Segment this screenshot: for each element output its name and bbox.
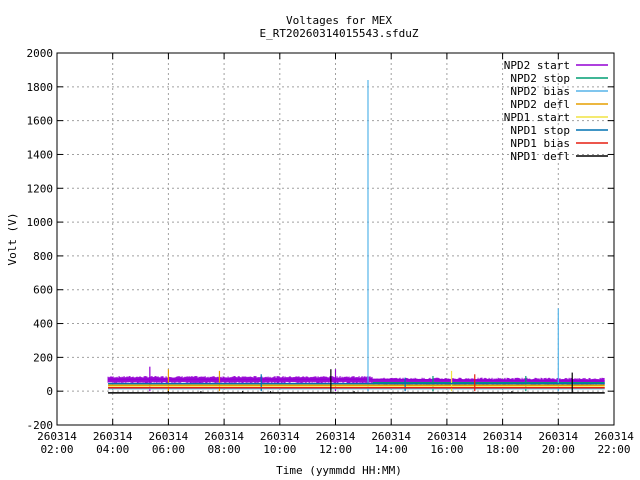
grid-layer <box>57 53 614 425</box>
y-axis-label: Volt (V) <box>6 213 19 266</box>
x-tick-time: 18:00 <box>486 443 519 456</box>
x-tick-time: 20:00 <box>542 443 575 456</box>
x-tick-date: 260314 <box>204 430 244 443</box>
x-tick-time: 04:00 <box>96 443 129 456</box>
x-tick-date: 260314 <box>594 430 634 443</box>
y-tick-label: 1200 <box>27 182 54 195</box>
legend-label: NPD2 bias <box>510 85 570 98</box>
y-tick-label: 1400 <box>27 148 54 161</box>
y-tick-label: 2000 <box>27 47 54 60</box>
y-tick-label: 600 <box>33 284 53 297</box>
x-tick-time: 16:00 <box>430 443 463 456</box>
y-tick-label: 800 <box>33 250 53 263</box>
legend-label: NPD1 defl <box>510 150 570 163</box>
legend-label: NPD2 defl <box>510 98 570 111</box>
x-tick-time: 08:00 <box>208 443 241 456</box>
y-tick-label: 400 <box>33 318 53 331</box>
x-tick-date: 260314 <box>371 430 411 443</box>
y-tick-label: 0 <box>46 385 53 398</box>
x-tick-date: 260314 <box>427 430 467 443</box>
x-tick-date: 260314 <box>93 430 133 443</box>
y-tick-label: 200 <box>33 351 53 364</box>
x-tick-time: 14:00 <box>375 443 408 456</box>
legend-label: NPD2 start <box>504 59 570 72</box>
y-tick-label: 1600 <box>27 115 54 128</box>
series-npd2-bias <box>108 80 605 392</box>
y-tick-label: 1000 <box>27 216 54 229</box>
x-tick-date: 260314 <box>538 430 578 443</box>
x-tick-time: 06:00 <box>152 443 185 456</box>
x-tick-time: 12:00 <box>319 443 352 456</box>
legend-label: NPD1 bias <box>510 137 570 150</box>
x-axis-label: Time (yymmdd HH:MM) <box>276 464 402 477</box>
legend-label: NPD1 stop <box>510 124 570 137</box>
legend-label: NPD1 start <box>504 111 570 124</box>
legend-label: NPD2 stop <box>510 72 570 85</box>
x-tick-date: 260314 <box>149 430 189 443</box>
y-tick-labels: -200 0 200 400 600 800 1000 1200 1400 1600 1800 200… <box>27 47 614 432</box>
x-tick-date: 260314 <box>316 430 356 443</box>
x-tick-time: 02:00 <box>40 443 73 456</box>
x-tick-labels: 26031402:0026031404:0026031406:002603140… <box>37 53 634 456</box>
series-npd1-bias <box>108 374 605 392</box>
x-tick-time: 22:00 <box>597 443 630 456</box>
y-tick-label: 1800 <box>27 81 54 94</box>
chart-subtitle: E_RT20260314015543.sfduZ <box>260 27 419 40</box>
series-layer <box>107 80 605 394</box>
chart-title: Voltages for MEX <box>286 14 392 27</box>
series-npd1-defl <box>108 369 605 394</box>
x-tick-time: 10:00 <box>263 443 296 456</box>
x-tick-date: 260314 <box>37 430 77 443</box>
x-tick-date: 260314 <box>260 430 300 443</box>
x-tick-date: 260314 <box>483 430 523 443</box>
y-tick-label: -200 <box>27 419 54 432</box>
